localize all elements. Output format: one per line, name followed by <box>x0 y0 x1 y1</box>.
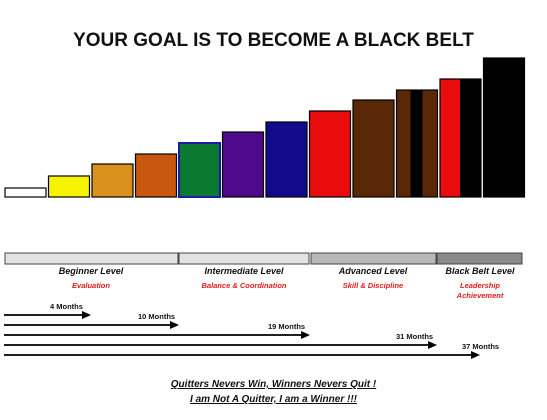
duration-arrowhead <box>428 341 437 349</box>
brown-belt <box>352 99 395 198</box>
level-intermediate: Intermediate Level Balance & Coordinatio… <box>178 266 310 291</box>
level-subtitle: Balance & Coordination <box>201 281 287 290</box>
level-subtitle: Evaluation <box>72 281 110 290</box>
dark-orange-belt <box>134 153 178 198</box>
level-beginner: Beginner Level Evaluation <box>4 266 178 291</box>
blue-belt <box>265 121 308 198</box>
level-bar <box>436 252 523 265</box>
level-bar <box>310 252 437 265</box>
duration-label-19-months: 19 Months <box>268 322 306 331</box>
duration-arrowhead <box>471 351 480 359</box>
level-name: Black Belt Level <box>445 266 515 276</box>
level-black-belt: Black Belt Level Leadership Achievement <box>436 266 524 301</box>
yellow-belt <box>47 175 91 198</box>
level-subtitle: Skill & Discipline <box>342 281 404 290</box>
page-title: YOUR GOAL IS TO BECOME A BLACK BELT <box>73 30 474 51</box>
duration-arrowhead <box>301 331 310 339</box>
white-belt <box>4 187 47 198</box>
red-black-belt <box>439 78 482 198</box>
duration-arrowhead <box>82 311 91 319</box>
duration-label-10-months: 10 Months <box>138 312 176 321</box>
orange-belt <box>91 163 134 198</box>
level-advanced: Advanced Level Skill & Discipline <box>310 266 436 291</box>
level-name: Beginner Level <box>58 266 124 276</box>
motto-line-1: Quitters Nevers Win, Winners Nevers Quit… <box>170 379 377 390</box>
black-belt <box>482 57 526 198</box>
green-belt <box>178 142 221 198</box>
duration-arrowhead <box>170 321 179 329</box>
level-bar <box>178 252 310 265</box>
duration-label-4-months: 4 Months <box>50 302 83 311</box>
level-bar <box>4 252 179 265</box>
purple-belt <box>221 131 265 198</box>
duration-label-37-months: 37 Months <box>462 342 500 351</box>
level-name: Intermediate Level <box>204 266 284 276</box>
red-belt <box>308 110 352 198</box>
motto-line-2: I am Not A Quitter, I am a Winner !!! <box>190 394 357 405</box>
brown-black-belt <box>395 89 439 198</box>
level-subtitle: Leadership Achievement <box>456 281 504 300</box>
level-name: Advanced Level <box>338 266 408 276</box>
duration-label-31-months: 31 Months <box>396 332 434 341</box>
